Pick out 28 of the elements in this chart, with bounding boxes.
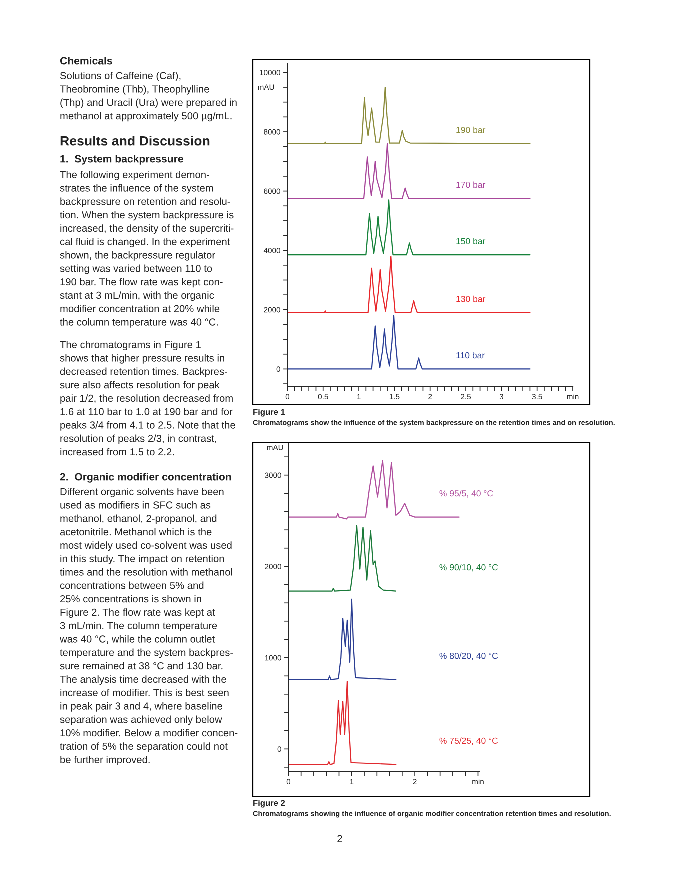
line-series [288, 681, 397, 766]
text: The following experiment demon- strates the influence of the system backpressure on retention and resolu- tion. When the system backpressure is increased, the density of the supercriti- cal fluid is changed. In the experiment shown, the backpressure regulator setting was varied between 110 to 190 bar. The flow rate was kept con- stant at 3 mL/min, with the organic modifier concentration at 20% while the column temperature was 40 °C. [60, 171, 234, 328]
line-series [288, 256, 531, 314]
text: 2. Organic modifier concentration [60, 473, 232, 483]
series-label: 170 bar [456, 182, 486, 188]
text: 2 [338, 835, 342, 842]
series-label: 190 bar [456, 126, 486, 134]
caption: Figure 2 [254, 800, 286, 808]
series-label: 110 bar [456, 352, 485, 359]
text: 1. System backpressure [60, 155, 184, 165]
text: Results and Discussion [60, 136, 210, 146]
text: % 80/20, 40 °C [440, 652, 498, 660]
text: The chromatograms in Figure 1 shows that higher pressure results in decreased retention times. Backpres- sure also affects resolution for peak pair 1/2, the resolution decreased from 1.6 at 110 bar to 1.0 at 190 bar and for peaks 3/4 from 4.1 to 2.5. Note that the resolution of peaks 2/3, in contrast, increased from 1.5 to 2.2. [60, 341, 236, 456]
series-label: 130 bar [456, 296, 486, 302]
text: % 75/25, 40 °C [440, 738, 498, 746]
text: Chemicals [60, 57, 112, 65]
line-series [288, 315, 531, 370]
caption: Figure 1 [254, 409, 286, 417]
text: % 95/5, 40 °C [440, 490, 494, 498]
text: Different organic solvents have been used as modifiers in SFC such as methanol, ethanol, 2-propanol, and acetonitrile. Methanol which is the most widely used co-solvent was used in this study. The impact on retention times and the resolution with methanol concentrations between 5% and 25% concentrations is shown in Figure 2. The flow rate was kept at 3 mL/min. The column temperature was 40 °C, while the column outlet temperature and the system backpres- sure remained at 38 °C and 130 bar. The analysis time decreased with the increase of modifier. This is best seen in peak pair 3 and 4, where baseline separation was achieved only below 10% modifier. Below a modifier concen- tration of 5% the separation could not be further improved. [60, 488, 238, 766]
line-series [288, 598, 397, 680]
text: % 90/10, 40 °C [440, 564, 498, 572]
line-series [288, 86, 531, 144]
text: Solutions of Caffeine (Caf), Theobromine (Thb), Theophylline (Thp) and Uracil (Ura) were prepared in methanol at approximately 500 µg/mL. [60, 72, 237, 122]
line-series [288, 143, 531, 200]
series-label: 150 bar [456, 238, 486, 244]
line-series [288, 524, 397, 592]
line-series [288, 200, 531, 256]
